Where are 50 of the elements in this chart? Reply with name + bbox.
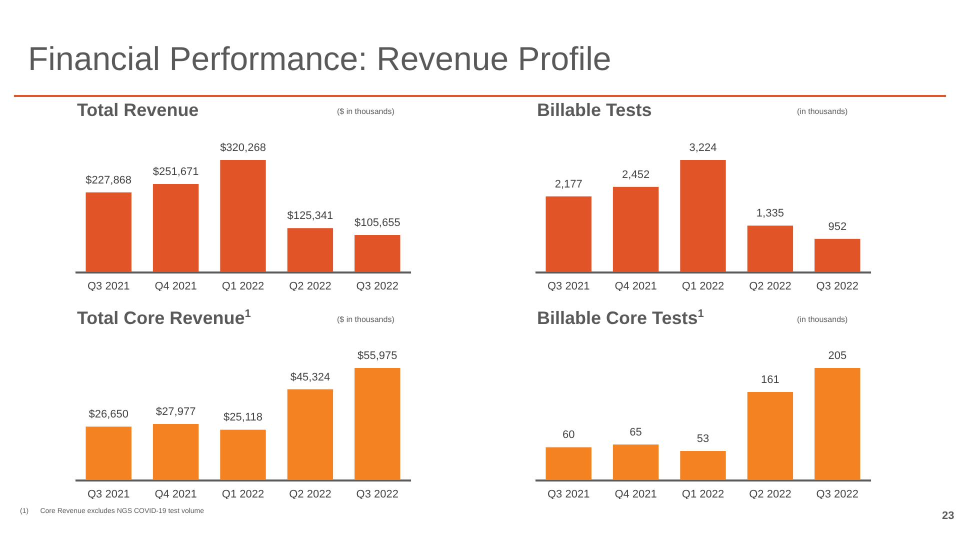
bar [747,226,794,272]
bar [814,238,860,272]
data-label: 65 [630,426,642,438]
bar [152,424,199,480]
data-label: 161 [761,374,780,386]
data-label: 60 [562,429,575,442]
data-label: 1,335 [756,208,784,220]
data-label: $105,655 [354,217,400,230]
chart-title: Total Revenue [77,100,199,121]
data-label: $26,650 [88,408,128,421]
bar [287,389,334,480]
chart-subtitle: (in thousands) [797,107,848,116]
bar [220,430,266,480]
data-label: 2,452 [622,168,650,181]
bar [86,426,132,480]
bar [612,186,659,272]
bar [546,196,592,272]
text: 23 [942,510,954,522]
chart-subtitle: (in thousands) [797,315,848,324]
bar [814,368,860,480]
data-label: $227,868 [86,174,132,186]
data-label: 205 [828,350,847,362]
data-label: $125,341 [287,210,334,222]
data-label: $27,977 [156,406,196,418]
data-label: 952 [828,220,847,233]
bar [747,392,794,480]
chart-title: Billable Tests [537,100,652,121]
chart-title: Total Core Revenue$^{1}$ [77,308,251,329]
bar [612,444,659,480]
bar [680,451,726,480]
bar [354,368,400,480]
data-label: 2,177 [554,178,582,190]
data-label: 53 [696,433,710,446]
data-label: $251,671 [152,166,199,178]
data-label: $320,268 [220,142,266,154]
text: Financial Performance: Revenue Profile [28,40,612,78]
data-label: 3,224 [689,142,717,154]
bar [680,160,726,272]
bar [354,235,400,272]
data-label: $25,118 [224,412,262,424]
bar [287,228,334,272]
chart-subtitle: ($ in thousands) [337,315,394,324]
chart-title: Billable Core Tests$^{1}$ [537,308,704,329]
bar [152,184,199,272]
bar [220,160,266,272]
bar [86,192,132,272]
data-label: $55,975 [358,350,398,362]
data-label: $45,324 [290,371,330,384]
chart-subtitle: ($ in thousands) [337,107,394,116]
bar [546,447,592,480]
